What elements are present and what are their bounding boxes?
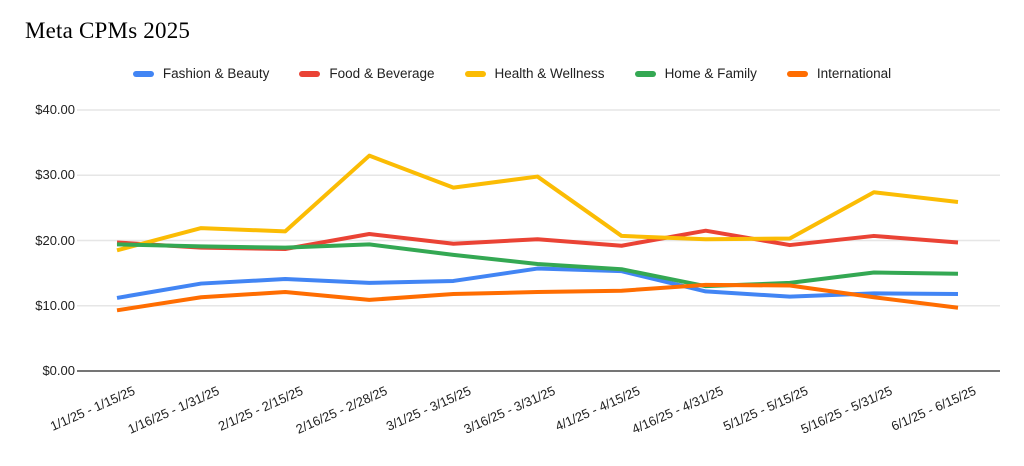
legend-label: Fashion & Beauty [162,66,270,81]
legend-item-fashion-beauty[interactable]: Fashion & Beauty [132,66,270,81]
legend-item-home-family[interactable]: Home & Family [634,66,757,81]
legend-label: Home & Family [664,66,757,81]
legend-swatch-icon [464,70,486,77]
chart-legend: Fashion & Beauty Food & Beverage Health & … [0,66,1024,81]
legend-item-health-wellness[interactable]: Health & Wellness [464,66,605,81]
legend-label: Food & Beverage [329,66,435,81]
legend-item-food-beverage[interactable]: Food & Beverage [299,66,435,81]
series-line-health-wellness[interactable] [116,153,959,253]
legend-label: International [816,66,892,81]
legend-swatch-icon [634,70,656,77]
series-line-international[interactable] [116,282,959,313]
y-tick-label: $30.00 [35,167,75,183]
chart-title: Meta CPMs 2025 [25,18,191,43]
legend-swatch-icon [132,70,154,77]
legend-swatch-icon [299,70,321,77]
legend-label: Health & Wellness [494,66,605,81]
legend-item-international[interactable]: International [786,66,892,81]
y-tick-label: $0.00 [42,363,75,378]
series-line-home-family[interactable] [116,242,959,289]
y-tick-label: $10.00 [35,297,75,313]
y-tick-label: $40.00 [35,102,75,117]
y-tick-label: $20.00 [35,232,75,248]
series-line-fashion-beauty[interactable] [116,266,959,300]
legend-swatch-icon [786,70,808,77]
